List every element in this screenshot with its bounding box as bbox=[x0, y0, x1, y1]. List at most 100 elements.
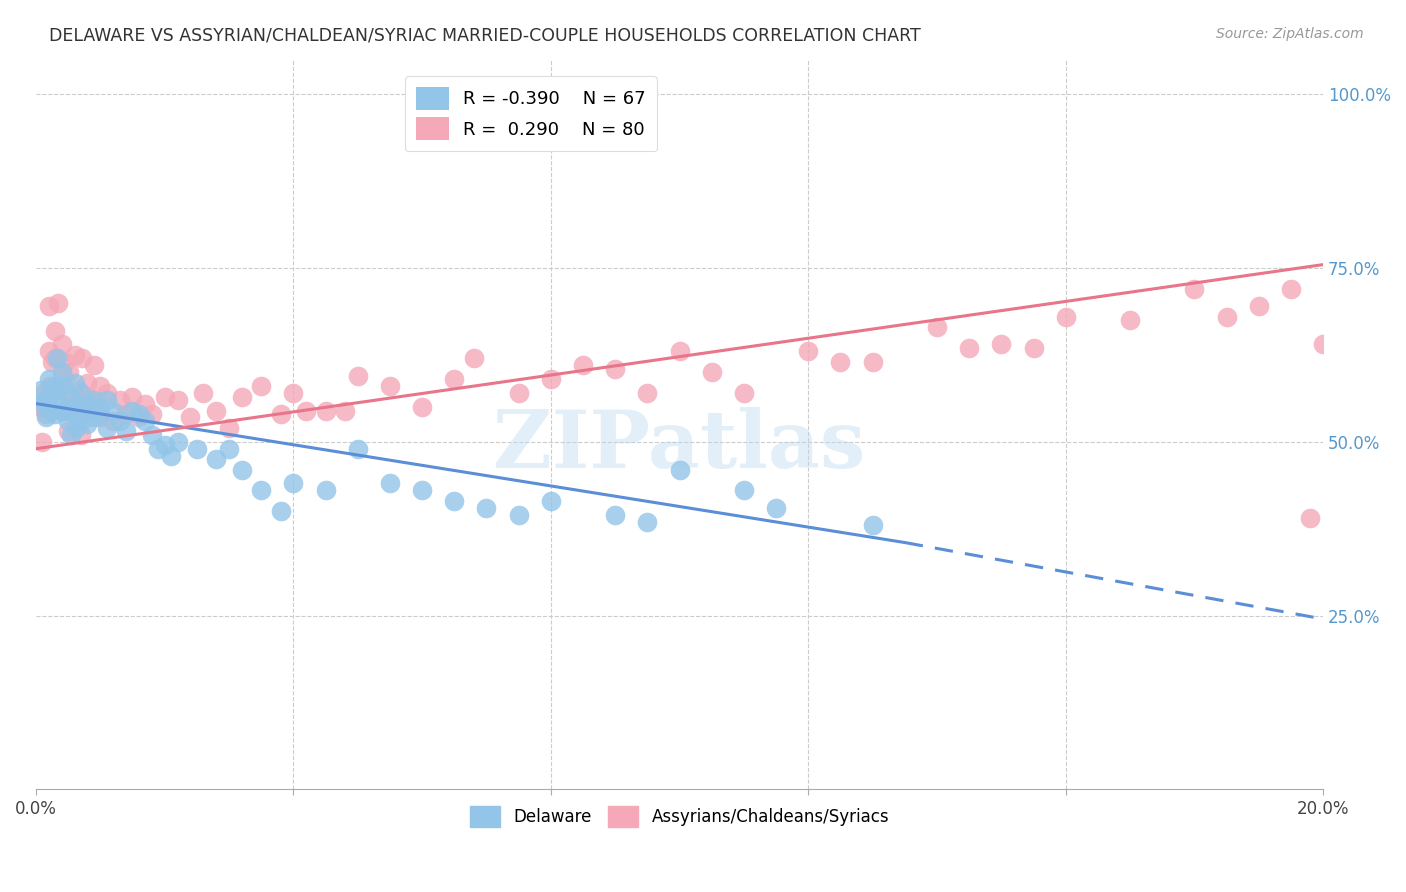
Point bbox=[231, 390, 253, 404]
Point bbox=[218, 421, 240, 435]
Point bbox=[605, 361, 627, 376]
Point bbox=[63, 396, 86, 410]
Point bbox=[378, 476, 401, 491]
Point bbox=[39, 379, 62, 393]
Point bbox=[51, 337, 73, 351]
Point bbox=[315, 483, 337, 498]
Text: Source: ZipAtlas.com: Source: ZipAtlas.com bbox=[1216, 27, 1364, 41]
Point bbox=[56, 386, 79, 401]
Point bbox=[44, 351, 66, 366]
Point bbox=[508, 508, 530, 522]
Point bbox=[270, 407, 292, 421]
Point bbox=[83, 410, 105, 425]
Point bbox=[63, 348, 86, 362]
Point bbox=[1184, 282, 1206, 296]
Point bbox=[160, 449, 183, 463]
Point bbox=[83, 393, 105, 408]
Point bbox=[186, 442, 208, 456]
Point bbox=[1022, 341, 1045, 355]
Point bbox=[83, 359, 105, 373]
Point bbox=[636, 386, 658, 401]
Point bbox=[797, 344, 820, 359]
Point bbox=[475, 500, 498, 515]
Point bbox=[443, 372, 465, 386]
Point bbox=[830, 355, 852, 369]
Point bbox=[76, 417, 98, 432]
Point bbox=[76, 396, 98, 410]
Point bbox=[89, 379, 111, 393]
Point bbox=[72, 403, 94, 417]
Point bbox=[52, 379, 75, 393]
Point bbox=[270, 504, 292, 518]
Point bbox=[34, 410, 56, 425]
Point bbox=[179, 410, 201, 425]
Point bbox=[148, 442, 170, 456]
Point bbox=[66, 383, 89, 397]
Point bbox=[411, 483, 433, 498]
Point bbox=[38, 299, 60, 313]
Point bbox=[83, 396, 105, 410]
Point bbox=[668, 462, 690, 476]
Point bbox=[89, 410, 111, 425]
Point bbox=[134, 414, 156, 428]
Point bbox=[58, 403, 80, 417]
Point bbox=[101, 403, 124, 417]
Point bbox=[96, 393, 118, 408]
Point bbox=[58, 365, 80, 379]
Point bbox=[572, 359, 595, 373]
Point bbox=[636, 515, 658, 529]
Point bbox=[765, 500, 787, 515]
Point bbox=[153, 390, 176, 404]
Point bbox=[70, 407, 93, 421]
Point bbox=[1247, 299, 1270, 313]
Point bbox=[862, 518, 884, 533]
Point bbox=[76, 390, 98, 404]
Point bbox=[205, 403, 228, 417]
Point bbox=[700, 365, 723, 379]
Point bbox=[283, 476, 305, 491]
Point bbox=[957, 341, 980, 355]
Point bbox=[52, 368, 75, 383]
Point bbox=[30, 383, 52, 397]
Point bbox=[231, 462, 253, 476]
Point bbox=[56, 425, 79, 439]
Point bbox=[1215, 310, 1237, 324]
Point bbox=[141, 427, 163, 442]
Point bbox=[51, 403, 73, 417]
Point bbox=[76, 376, 98, 390]
Point bbox=[668, 344, 690, 359]
Point bbox=[89, 407, 111, 421]
Point bbox=[48, 393, 70, 408]
Point bbox=[218, 442, 240, 456]
Point bbox=[1299, 511, 1322, 525]
Point bbox=[605, 508, 627, 522]
Point bbox=[53, 403, 76, 417]
Point bbox=[44, 324, 66, 338]
Point bbox=[63, 376, 86, 390]
Point bbox=[41, 386, 63, 401]
Point bbox=[65, 421, 87, 435]
Point bbox=[1312, 337, 1334, 351]
Point bbox=[51, 403, 73, 417]
Point bbox=[346, 442, 368, 456]
Point bbox=[463, 351, 485, 366]
Point bbox=[862, 355, 884, 369]
Text: DELAWARE VS ASSYRIAN/CHALDEAN/SYRIAC MARRIED-COUPLE HOUSEHOLDS CORRELATION CHART: DELAWARE VS ASSYRIAN/CHALDEAN/SYRIAC MAR… bbox=[49, 27, 921, 45]
Point bbox=[96, 386, 118, 401]
Point bbox=[44, 379, 66, 393]
Point bbox=[315, 403, 337, 417]
Point bbox=[41, 355, 63, 369]
Point bbox=[66, 396, 89, 410]
Point bbox=[56, 390, 79, 404]
Point bbox=[540, 372, 562, 386]
Text: ZIPatlas: ZIPatlas bbox=[494, 408, 866, 485]
Point bbox=[115, 425, 138, 439]
Point bbox=[508, 386, 530, 401]
Point bbox=[108, 414, 131, 428]
Point bbox=[346, 368, 368, 383]
Point bbox=[250, 483, 273, 498]
Point bbox=[32, 386, 55, 401]
Point bbox=[193, 386, 215, 401]
Point bbox=[60, 427, 83, 442]
Point bbox=[250, 379, 273, 393]
